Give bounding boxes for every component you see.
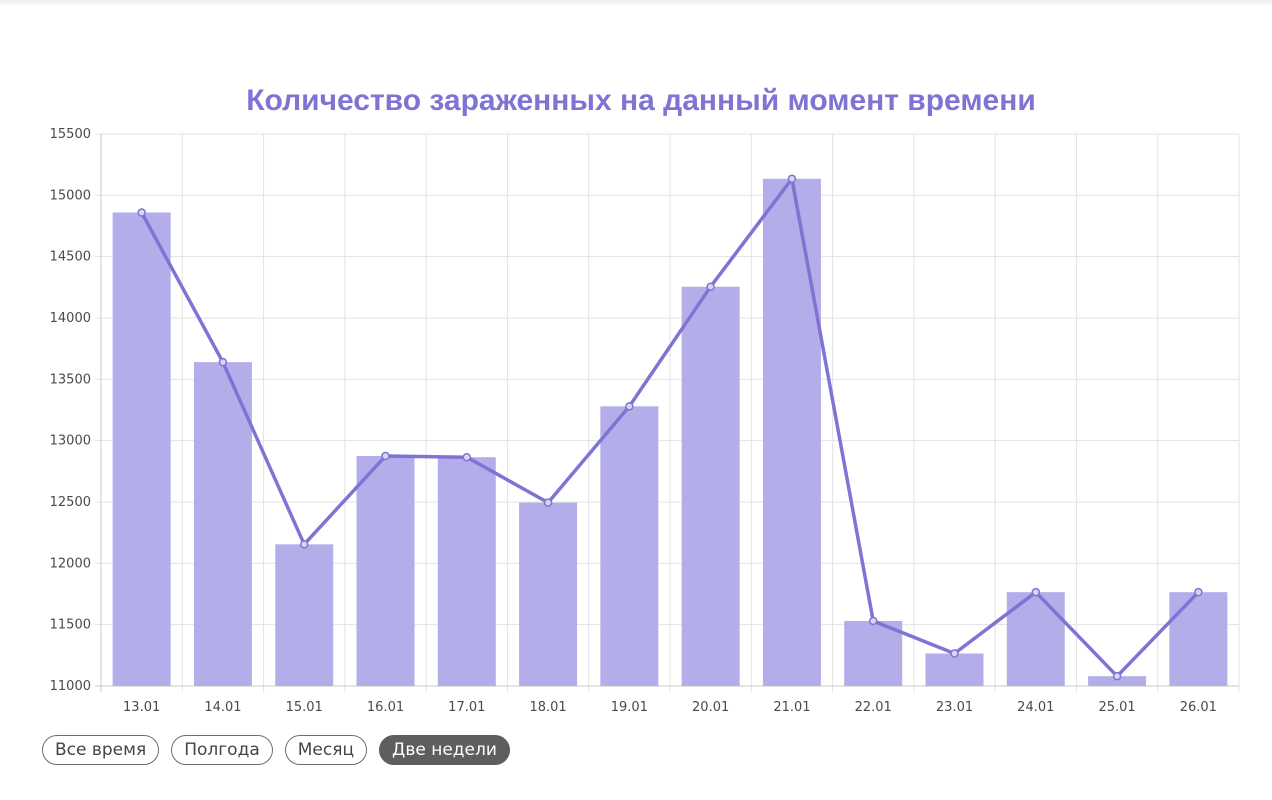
y-tick-label: 13000 bbox=[50, 434, 91, 449]
bar bbox=[356, 456, 415, 686]
x-tick-label: 25.01 bbox=[1098, 700, 1135, 715]
line-point bbox=[706, 282, 715, 291]
y-tick-label: 12500 bbox=[50, 495, 91, 510]
bar bbox=[1088, 676, 1147, 686]
line-point bbox=[1112, 671, 1122, 681]
bar bbox=[844, 620, 903, 686]
y-tick-label: 15500 bbox=[50, 127, 91, 142]
bar bbox=[437, 457, 496, 686]
y-tick-label: 14000 bbox=[50, 311, 91, 326]
y-axis-ticks: 15500 15000 14500 14000 13500 13000 12500 12000… bbox=[50, 127, 91, 694]
line-point bbox=[462, 452, 472, 462]
x-tick-label: 23.01 bbox=[936, 700, 973, 715]
y-tick-label: 15000 bbox=[50, 188, 91, 203]
line-point bbox=[868, 616, 878, 626]
bar bbox=[681, 286, 740, 686]
line-point bbox=[381, 451, 390, 461]
grid bbox=[95, 133, 1240, 692]
filter-half-year-button[interactable]: Полгода bbox=[171, 735, 273, 765]
x-tick-label: 16.01 bbox=[367, 700, 404, 715]
y-tick-label: 11500 bbox=[50, 618, 91, 633]
x-tick-label: 22.01 bbox=[855, 700, 892, 715]
y-tick-label: 12000 bbox=[50, 556, 91, 571]
top-shadow bbox=[0, 0, 1272, 6]
y-tick-label: 13500 bbox=[50, 372, 91, 387]
x-axis-ticks: 13.01 14.01 15.01 16.01 17.01 18.01 19.01 20.01… bbox=[123, 700, 1217, 715]
bar bbox=[762, 178, 821, 687]
line-point bbox=[1194, 587, 1203, 597]
line-point bbox=[1031, 587, 1041, 597]
y-tick-label: 11000 bbox=[50, 679, 91, 694]
line-point bbox=[543, 498, 553, 507]
x-tick-label: 21.01 bbox=[773, 700, 810, 715]
x-tick-label: 13.01 bbox=[123, 700, 160, 715]
bar bbox=[1169, 592, 1228, 686]
bar bbox=[600, 406, 659, 686]
chart-title: Количество зараженных на данный момент в… bbox=[246, 84, 1036, 117]
line-series bbox=[137, 174, 1203, 681]
filter-month-button[interactable]: Месяц bbox=[284, 735, 368, 765]
filter-all-time-button[interactable]: Все время bbox=[42, 735, 160, 765]
bar bbox=[275, 544, 334, 686]
line-point bbox=[218, 357, 228, 367]
line-point bbox=[787, 174, 797, 184]
x-tick-label: 17.01 bbox=[448, 700, 485, 715]
y-tick-label: 14500 bbox=[50, 250, 91, 265]
x-tick-label: 19.01 bbox=[611, 700, 648, 715]
x-tick-label: 20.01 bbox=[692, 700, 729, 715]
bar bbox=[112, 212, 171, 687]
line-path bbox=[140, 177, 1200, 678]
chart-container: Количество зараженных на данный момент в… bbox=[50, 84, 1240, 715]
x-tick-label: 24.01 bbox=[1017, 700, 1054, 715]
line-point bbox=[950, 649, 959, 658]
x-tick-label: 15.01 bbox=[286, 700, 323, 715]
infected-chart: Количество зараженных на данный момент в… bbox=[50, 84, 1240, 715]
x-tick-label: 26.01 bbox=[1180, 700, 1217, 715]
bar bbox=[519, 502, 578, 686]
line-point bbox=[299, 540, 309, 549]
bar bbox=[193, 362, 252, 686]
line-point bbox=[625, 402, 634, 411]
line-point bbox=[137, 208, 146, 217]
bars bbox=[112, 178, 1228, 687]
filter-two-weeks-button[interactable]: Две недели bbox=[379, 735, 510, 765]
x-tick-label: 18.01 bbox=[529, 700, 566, 715]
bar bbox=[925, 653, 984, 686]
x-tick-label: 14.01 bbox=[204, 700, 241, 715]
period-filter-group: Все время Полгода Месяц Две недели bbox=[42, 735, 510, 765]
